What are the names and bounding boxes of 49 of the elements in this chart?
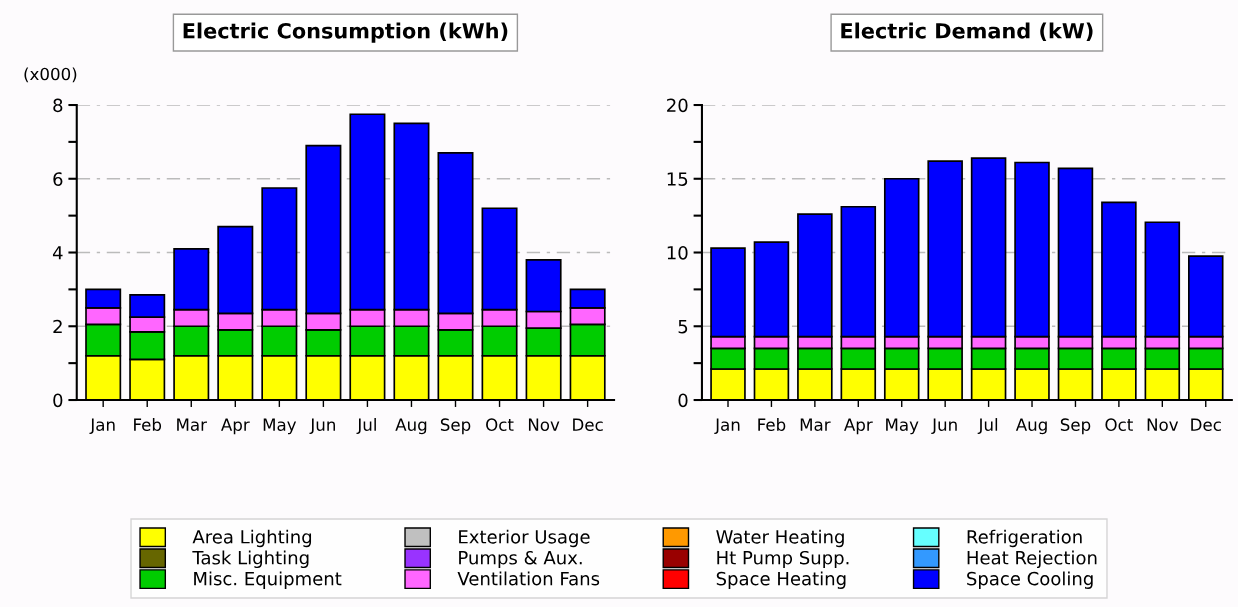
x-tick-label: Mar — [800, 418, 831, 431]
x-tick-label: Aug — [1015, 418, 1047, 435]
legend-label: Exterior Usage — [459, 529, 590, 548]
legend-label: Refrigeration — [967, 529, 1082, 548]
legend-label: Pumps & Aux. — [459, 550, 582, 569]
x-tick-label: Dec — [573, 418, 603, 431]
chart-title: Electric Consumption (kWh) — [183, 22, 508, 43]
x-tick-label: Dec — [1191, 418, 1221, 431]
x-tick-label: Apr — [221, 418, 250, 435]
x-tick-label: Nov — [1147, 418, 1179, 431]
x-tick-label: Jan — [89, 418, 115, 435]
legend-label: Task Lighting — [192, 550, 309, 569]
y-tick-label: 5 — [678, 319, 688, 334]
x-tick-label: Oct — [486, 418, 514, 431]
x-tick-label: Jun — [931, 418, 957, 435]
legend-label: Misc. Equipment — [194, 571, 342, 589]
x-tick-label: May — [263, 418, 297, 435]
legend-label: Space Cooling — [967, 571, 1093, 589]
legend-label: Area Lighting — [192, 529, 312, 548]
x-tick-label: May — [886, 418, 919, 435]
x-tick-label: Nov — [528, 418, 560, 431]
y-tick-label: 4 — [52, 246, 63, 260]
x-tick-label: Feb — [758, 418, 786, 431]
x-tick-label: Aug — [395, 418, 427, 435]
x-tick-label: Sep — [1060, 418, 1091, 435]
legend-label: Water Heating — [716, 529, 844, 548]
x-tick-label: Jul — [977, 418, 998, 435]
y-tick-label: 0 — [53, 393, 63, 408]
chart-title: Electric Demand (kW) — [841, 22, 1093, 42]
x-tick-label: Mar — [177, 418, 207, 431]
y-tick-label: 8 — [53, 98, 63, 113]
y-tick-label: 2 — [53, 319, 62, 334]
y-tick-label: 15 — [667, 172, 688, 186]
y-tick-label: 10 — [667, 245, 688, 260]
y-tick-label: 0 — [678, 393, 688, 408]
y-tick-label: 6 — [53, 172, 63, 186]
x-tick-label: Feb — [134, 418, 162, 431]
x-tick-label: Jun — [309, 418, 335, 435]
x-tick-label: Apr — [844, 418, 873, 435]
legend-label: Ht Pump Supp. — [717, 550, 849, 569]
legend-label: Ventilation Fans — [457, 571, 600, 586]
x-tick-label: Sep — [440, 418, 471, 435]
x-tick-label: Jul — [356, 418, 376, 435]
x-tick-label: Jan — [714, 418, 740, 435]
y-axis-title: (x000) — [24, 67, 77, 83]
y-tick-label: 20 — [667, 98, 688, 113]
x-tick-label: Oct — [1105, 418, 1133, 431]
legend-label: Heat Rejection — [967, 550, 1097, 569]
legend-label: Space Heating — [716, 571, 846, 589]
